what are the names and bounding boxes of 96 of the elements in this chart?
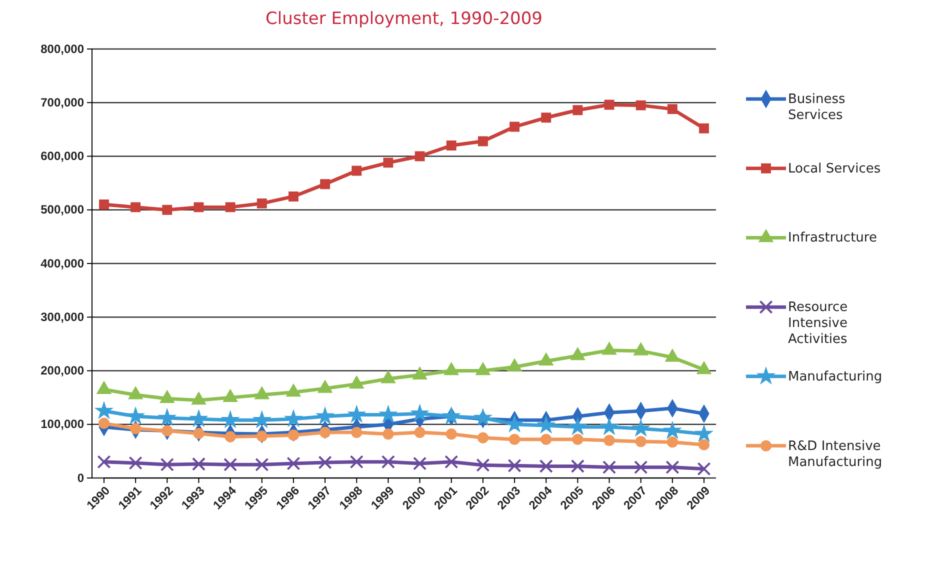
point [351, 426, 362, 438]
point [477, 432, 488, 444]
point [442, 407, 460, 424]
point [664, 422, 681, 438]
point [256, 198, 267, 208]
point [256, 430, 268, 442]
point [318, 456, 332, 470]
point [632, 420, 650, 436]
point [634, 460, 648, 474]
point [508, 434, 520, 445]
point [162, 204, 172, 215]
point [666, 460, 680, 474]
point [192, 457, 206, 471]
y-tick-label: 300,000 [40, 310, 84, 324]
point [162, 425, 173, 436]
point [382, 428, 394, 440]
point [666, 436, 678, 448]
point [320, 426, 331, 438]
y-tick-label: 100,000 [40, 417, 84, 432]
point [604, 434, 615, 446]
point [128, 456, 142, 470]
point [320, 179, 330, 190]
point [352, 166, 362, 176]
point [190, 410, 208, 426]
point [697, 462, 711, 476]
point [538, 416, 555, 433]
point [158, 409, 176, 426]
point [288, 430, 300, 441]
point [380, 406, 397, 422]
point [130, 202, 141, 212]
point [510, 122, 520, 132]
y-tick-label: 600,000 [40, 149, 84, 164]
point [381, 455, 396, 469]
point [444, 455, 458, 469]
y-tick-label: 500,000 [40, 202, 84, 217]
chart-title: Cluster Employment, 1990-2009 [266, 9, 542, 29]
point [636, 100, 646, 110]
point [383, 158, 394, 168]
point [539, 459, 553, 474]
point [600, 418, 618, 434]
point [95, 402, 113, 418]
point [569, 418, 586, 434]
point [99, 200, 109, 210]
point [97, 455, 111, 469]
point [411, 404, 428, 421]
point [98, 418, 110, 429]
point [508, 458, 522, 472]
point [127, 407, 144, 424]
point [284, 410, 302, 426]
point [446, 428, 457, 440]
point [570, 459, 584, 474]
point [414, 426, 426, 438]
y-tick-label: 700,000 [40, 95, 84, 110]
legend-label: R&D Intensive Manufacturing [788, 438, 882, 470]
y-tick-label: 400,000 [40, 256, 84, 270]
point [602, 460, 616, 474]
point [288, 191, 298, 202]
point [604, 100, 614, 110]
point [253, 411, 270, 428]
point [699, 123, 709, 134]
point [446, 140, 456, 150]
point [540, 434, 552, 445]
point [541, 112, 552, 123]
point [194, 202, 204, 212]
point [572, 105, 583, 116]
y-tick-label: 200,000 [40, 364, 84, 378]
point [350, 455, 364, 469]
y-tick-label: 800,000 [40, 42, 84, 56]
point [412, 456, 427, 470]
point [572, 434, 584, 445]
legend-label: Infrastructure [788, 230, 877, 246]
point [698, 439, 710, 450]
point [255, 458, 269, 472]
point [160, 458, 174, 472]
point [222, 411, 239, 428]
point [474, 409, 492, 426]
point [506, 415, 524, 432]
point [414, 151, 425, 162]
point [316, 407, 334, 424]
legend-label: Business Services [788, 92, 846, 123]
point [224, 458, 238, 472]
legend-label: Manufacturing [788, 369, 882, 384]
point [635, 436, 646, 448]
legend-label: Resource Intensive Activities [788, 300, 848, 348]
point [286, 456, 300, 470]
point [130, 423, 142, 434]
point [193, 428, 204, 440]
y-tick-label: 0 [77, 470, 84, 485]
point [478, 136, 488, 146]
point [695, 425, 713, 442]
point [667, 104, 678, 114]
point [225, 202, 236, 212]
point [348, 406, 366, 422]
point [476, 458, 490, 472]
legend-label: Local Services [788, 161, 881, 176]
point [224, 431, 236, 442]
